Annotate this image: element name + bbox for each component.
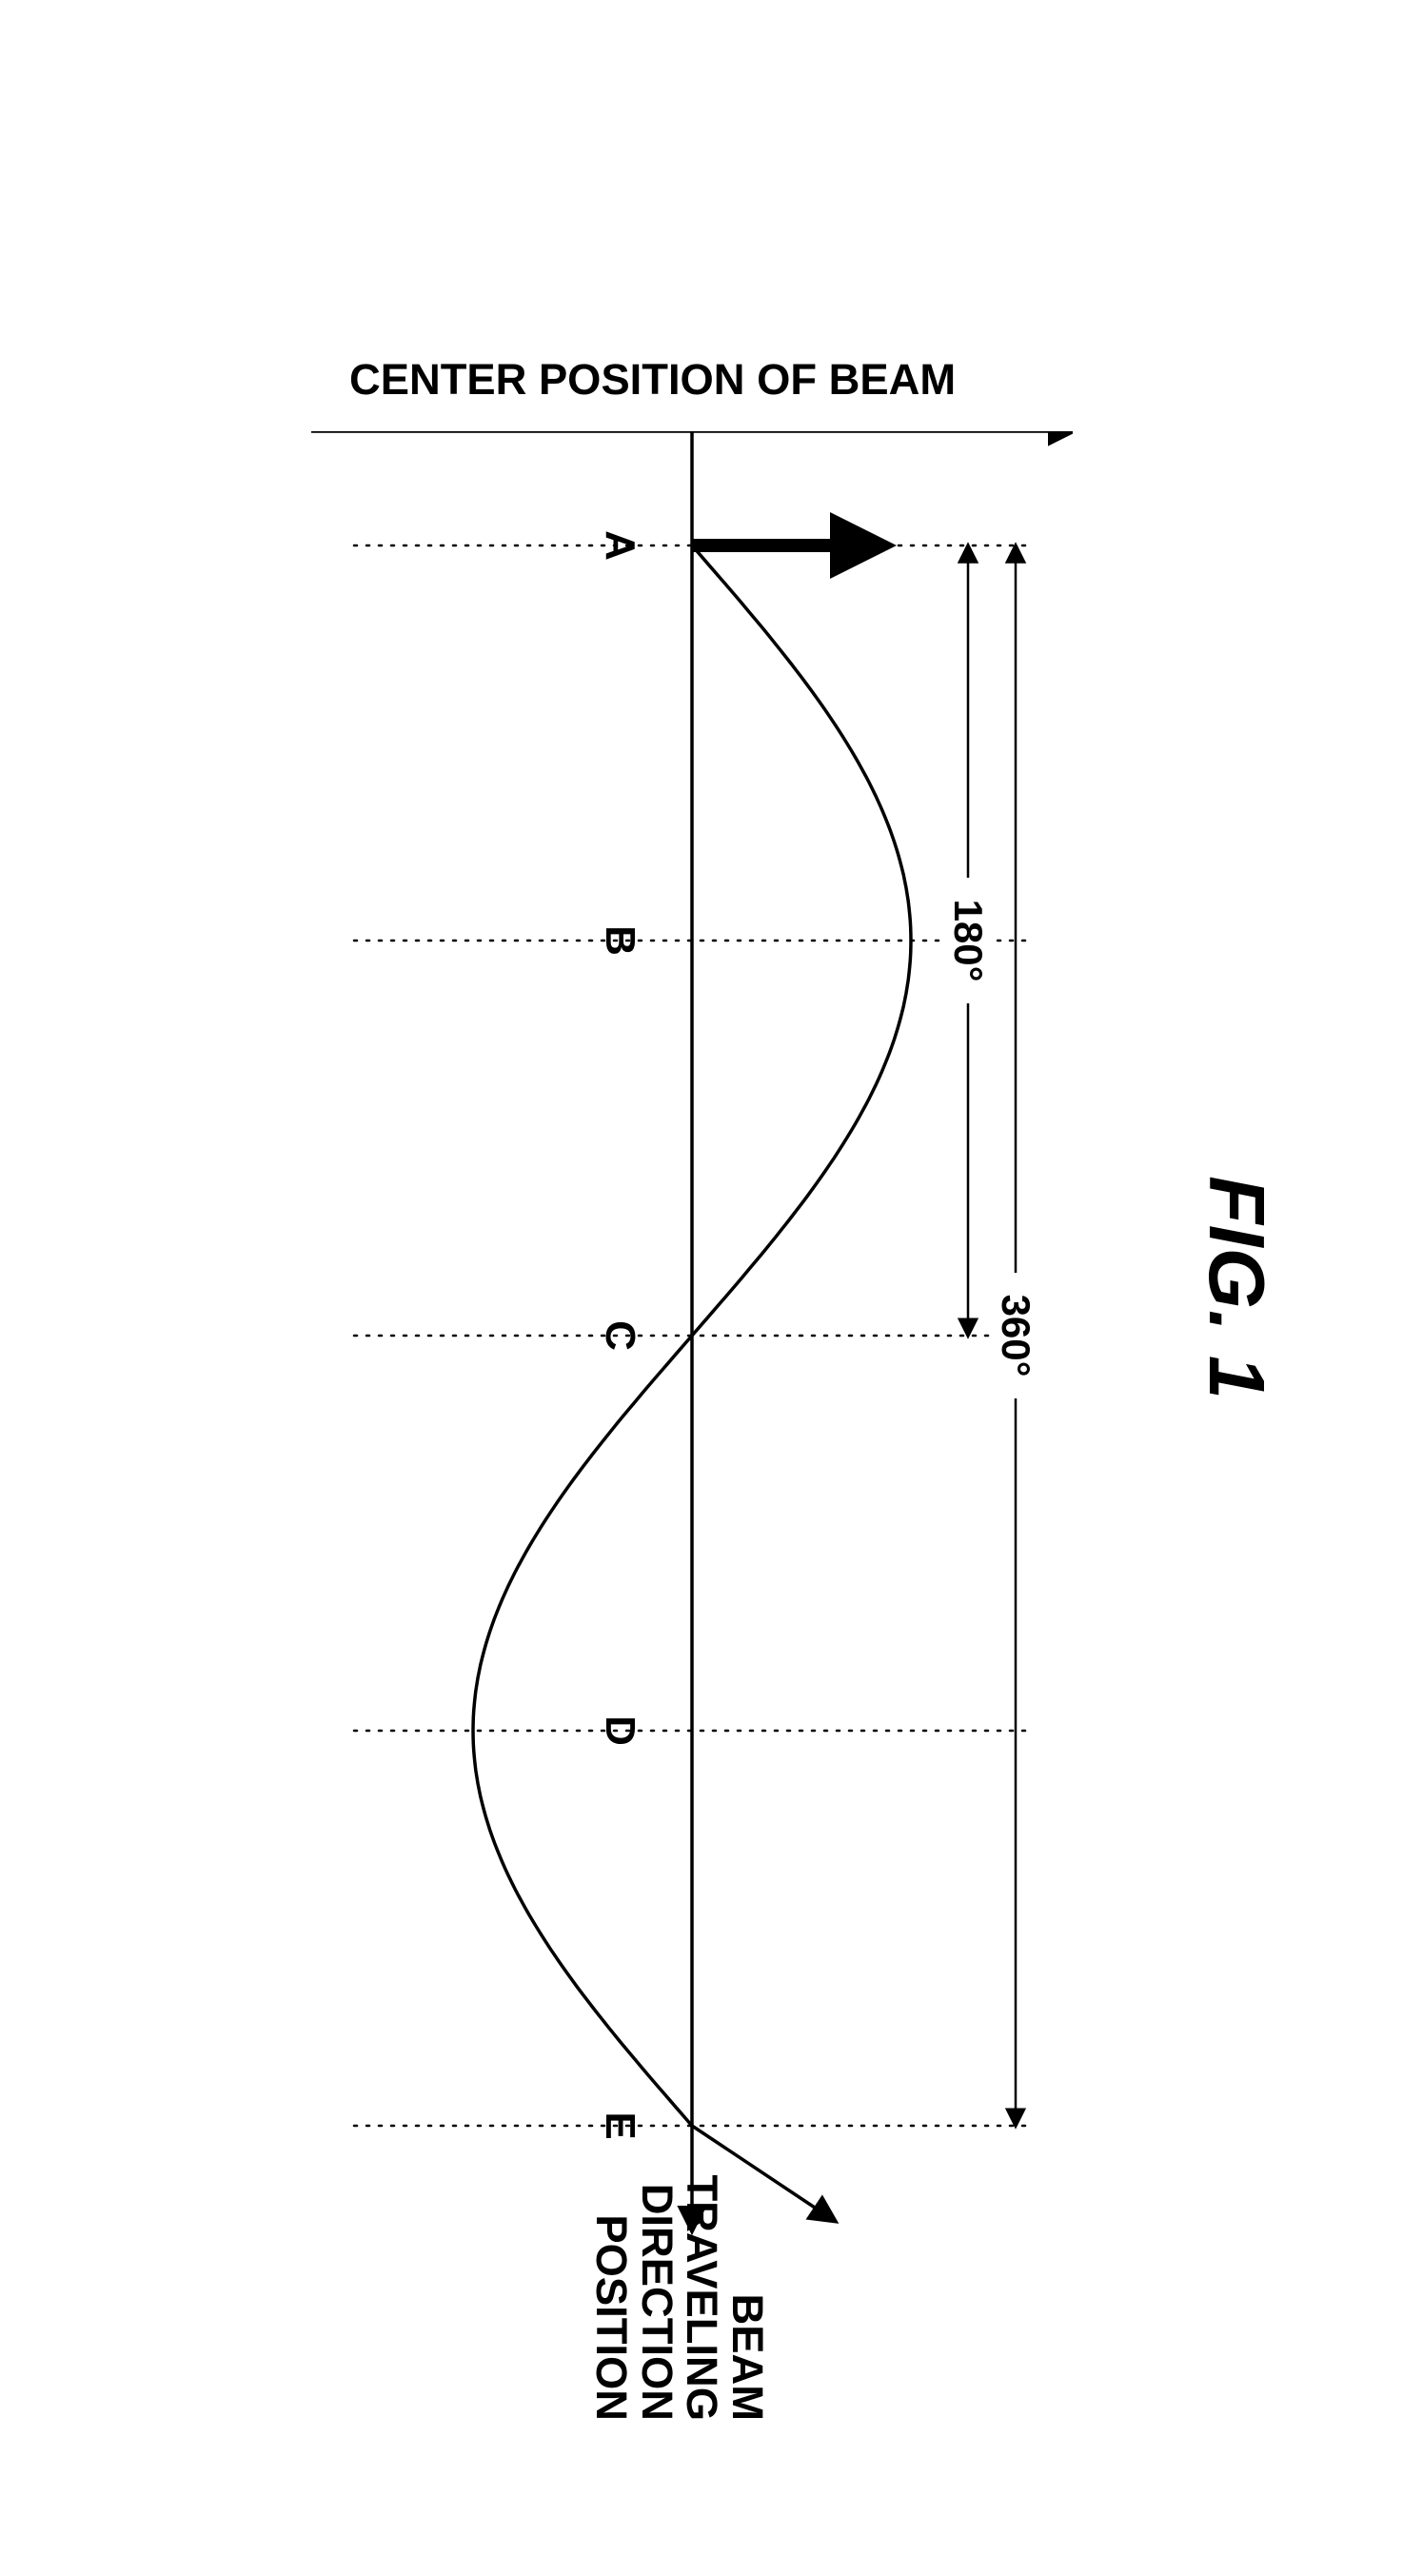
figure-title: FIG. 1 bbox=[1191, 146, 1282, 2430]
tick-label-D: D bbox=[597, 1715, 643, 1746]
tick-label-C: C bbox=[597, 1320, 643, 1351]
x-axis-label: BEAM TRAVELING DIRECTION POSITION bbox=[589, 2078, 770, 2421]
tick-label-A: A bbox=[597, 530, 643, 561]
figure-wrapper: FIG. 1 CENTER POSITION OF BEAM 360° 180° A… bbox=[83, 146, 1320, 2430]
chart-svg: 360°180°ABCDE bbox=[311, 431, 1073, 2240]
phase-360-label: 360° bbox=[994, 1295, 1038, 1377]
page: FIG. 1 CENTER POSITION OF BEAM 360° 180° A… bbox=[0, 0, 1403, 2576]
chart-area: 360°180°ABCDE bbox=[311, 431, 1073, 2240]
x-axis-label-line2: DIRECTION bbox=[633, 2184, 682, 2421]
tick-label-B: B bbox=[597, 925, 643, 956]
x-axis-label-line1: BEAM TRAVELING bbox=[678, 2174, 772, 2421]
x-axis-label-line3: POSITION bbox=[587, 2214, 636, 2421]
phase-180-label: 180° bbox=[946, 900, 991, 982]
y-axis-label: CENTER POSITION OF BEAM bbox=[349, 355, 956, 405]
